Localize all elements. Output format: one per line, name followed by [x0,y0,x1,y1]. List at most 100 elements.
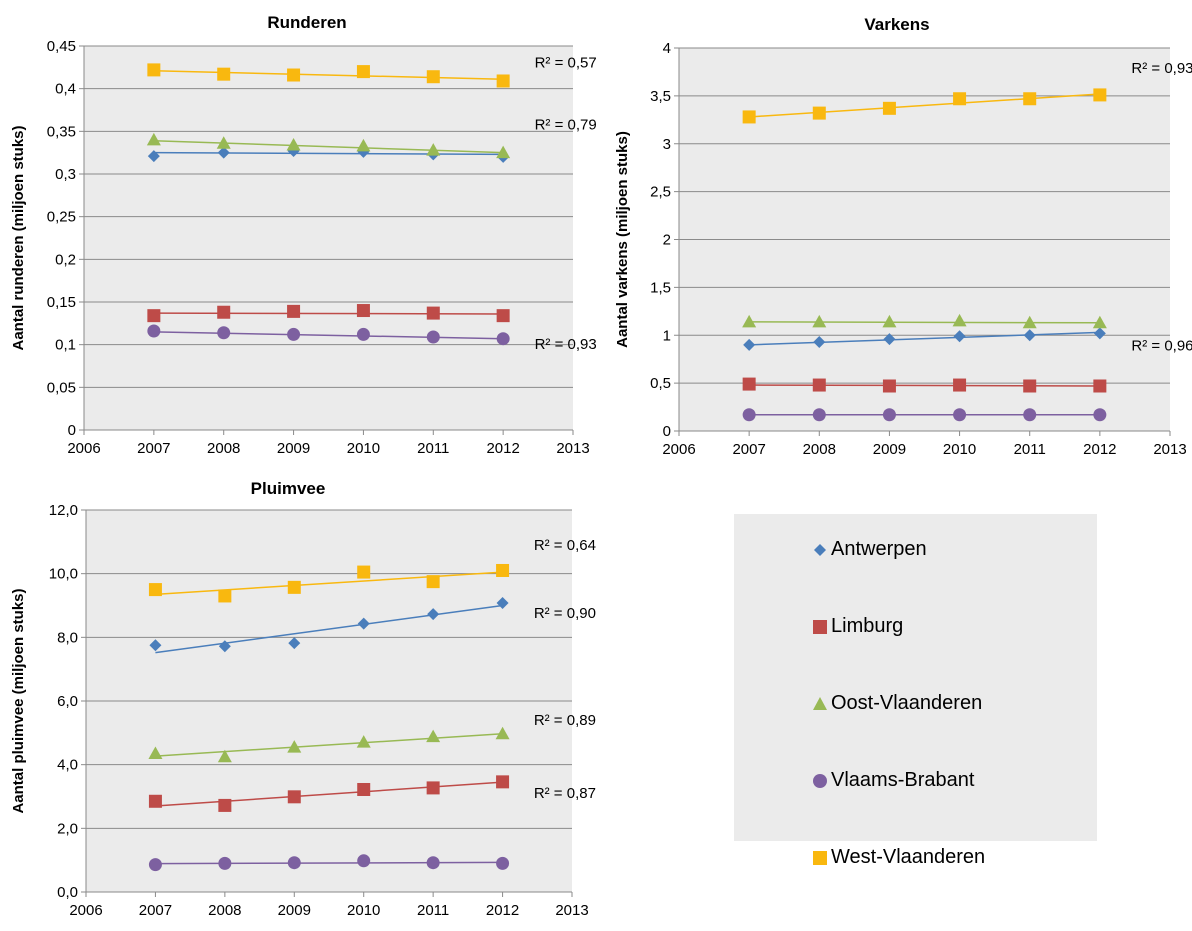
varkens-y-tick-label: 0 [663,423,671,440]
varkens-point-vlaams-brabant [742,408,756,422]
varkens-y-tick-label: 2,5 [650,184,671,201]
pluimvee-point-west-vlaanderen [218,589,232,603]
pluimvee-y-tick-label: 4,0 [57,757,78,774]
varkens-x-tick-label: 2012 [1083,441,1116,458]
pluimvee-y-axis-label: Aantal pluimvee (miljoen stuks) [10,588,27,813]
pluimvee-x-tick-label: 2013 [555,902,588,919]
runderen-y-axis-label: Aantal runderen (miljoen stuks) [10,125,27,350]
pluimvee-r-squared-label: R² = 0,64 [534,537,596,554]
pluimvee-point-vlaams-brabant [218,856,232,870]
legend-item-west-vlaanderen: West-Vlaanderen [812,846,985,869]
pluimvee-point-vlaams-brabant [148,858,162,872]
legend-marker-oost-vlaanderen [813,696,827,710]
varkens-x-tick-label: 2013 [1153,441,1186,458]
varkens-point-west-vlaanderen [742,110,756,124]
varkens-r-squared-label: R² = 0,96 [1131,338,1192,355]
varkens-x-tick-label: 2009 [873,441,906,458]
pluimvee-r-squared-label: R² = 0,89 [534,712,596,729]
runderen-point-oost-vlaanderen [496,145,511,159]
pluimvee-point-west-vlaanderen [426,575,440,589]
runderen-title: Runderen [267,13,346,32]
varkens-point-antwerpen [883,333,896,346]
runderen-r-squared-label: R² = 0,57 [535,54,597,71]
varkens-y-axis-label: Aantal varkens (miljoen stuks) [614,131,631,348]
varkens-y-tick-label: 3 [663,136,671,153]
varkens-point-vlaams-brabant [953,408,967,422]
pluimvee-y-tick-label: 0,0 [57,884,78,901]
pluimvee-trendline-west-vlaanderen [155,571,503,596]
runderen-trendline-west-vlaanderen [153,69,504,81]
legend-label: Vlaams-Brabant [831,769,975,791]
pluimvee-point-vlaams-brabant [496,856,510,870]
varkens-point-vlaams-brabant [812,408,826,422]
legend-label: Oost-Vlaanderen [831,692,983,714]
runderen-y-tick-label: 0,25 [47,209,76,226]
pluimvee-trendline-limburg [155,781,503,807]
runderen-point-limburg [496,309,510,323]
varkens-r-squared-label: R² = 0,93 [1131,60,1192,77]
runderen-point-oost-vlaanderen [146,132,161,146]
pluimvee-title: Pluimvee [251,479,326,498]
varkens-point-limburg [742,377,756,391]
runderen-x-tick-label: 2010 [347,440,380,457]
varkens-point-west-vlaanderen [953,92,967,106]
varkens-point-oost-vlaanderen [882,314,897,328]
varkens-point-limburg [953,378,967,392]
varkens-y-tick-label: 2 [663,232,671,249]
pluimvee-point-limburg [357,782,371,796]
runderen-point-antwerpen [217,146,230,159]
pluimvee-point-west-vlaanderen [287,580,301,594]
runderen-plot-area [84,46,573,430]
varkens-x-tick-label: 2006 [662,441,695,458]
varkens-y-tick-label: 1 [663,327,671,344]
runderen-y-tick-label: 0,35 [47,123,76,140]
runderen-point-west-vlaanderen [496,74,510,88]
pluimvee-point-limburg [148,794,162,808]
runderen-y-tick-label: 0,05 [47,379,76,396]
runderen-trendline-limburg [153,312,504,315]
legend-marker-vlaams-brabant [813,773,827,788]
pluimvee-point-antwerpen [357,617,370,630]
pluimvee-x-tick-label: 2011 [417,902,449,919]
pluimvee-trendline-antwerpen [155,604,503,654]
varkens-point-oost-vlaanderen [812,314,827,328]
varkens-trendline-antwerpen [749,331,1100,346]
varkens-y-tick-label: 3,5 [650,88,671,105]
varkens-point-antwerpen [953,330,966,343]
varkens-point-antwerpen [813,335,826,348]
varkens-title: Varkens [864,15,929,34]
legend-marker-west-vlaanderen [813,850,827,865]
runderen-point-limburg [217,305,231,319]
varkens-point-oost-vlaanderen [1022,315,1037,329]
pluimvee-point-antwerpen [149,639,162,652]
runderen-point-vlaams-brabant [217,326,231,340]
runderen-point-vlaams-brabant [496,332,510,346]
runderen-trendline-antwerpen [153,151,504,156]
pluimvee-point-oost-vlaanderen [217,749,232,763]
varkens-y-tick-label: 1,5 [650,279,671,296]
varkens-x-tick-label: 2008 [803,441,836,458]
legend-item-antwerpen: Antwerpen [812,538,927,561]
pluimvee-point-antwerpen [288,637,301,650]
pluimvee-point-limburg [496,775,510,789]
pluimvee-x-tick-label: 2012 [486,902,519,919]
runderen-x-tick-label: 2013 [556,440,589,457]
runderen-x-tick-label: 2007 [137,440,170,457]
pluimvee-y-tick-label: 12,0 [49,502,78,519]
varkens-point-west-vlaanderen [882,101,896,115]
pluimvee-point-vlaams-brabant [357,854,371,868]
pluimvee-x-tick-label: 2010 [347,902,380,919]
runderen-trendline-vlaams-brabant [153,331,504,340]
varkens-point-antwerpen [1093,327,1106,340]
runderen-point-limburg [426,306,440,320]
runderen-y-tick-label: 0,3 [55,166,76,183]
runderen-point-vlaams-brabant [147,324,161,338]
legend-label: Antwerpen [831,538,927,560]
pluimvee-r-squared-label: R² = 0,90 [534,605,596,622]
pluimvee-point-oost-vlaanderen [356,735,371,748]
runderen-trendline-oost-vlaanderen [153,139,504,154]
runderen-x-tick-label: 2008 [207,440,240,457]
runderen-point-limburg [356,304,370,318]
runderen-point-vlaams-brabant [287,327,301,341]
pluimvee-y-tick-label: 8,0 [57,629,78,646]
